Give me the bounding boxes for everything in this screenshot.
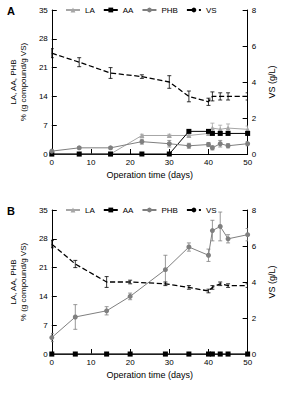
svg-text:Operation time (days): Operation time (days) [106, 170, 193, 180]
svg-text:20: 20 [126, 158, 135, 167]
svg-text:0: 0 [50, 358, 55, 367]
svg-text:40: 40 [204, 158, 213, 167]
svg-text:VS (g/L): VS (g/L) [267, 65, 277, 98]
svg-text:21: 21 [39, 263, 48, 272]
svg-text:35: 35 [39, 6, 48, 15]
svg-text:VS: VS [206, 6, 217, 15]
svg-text:6: 6 [252, 42, 257, 51]
svg-text:28: 28 [39, 234, 48, 243]
svg-text:B: B [7, 205, 15, 217]
svg-text:14: 14 [39, 92, 48, 101]
svg-text:VS: VS [206, 206, 217, 215]
svg-text:7: 7 [43, 321, 48, 330]
svg-text:14: 14 [39, 292, 48, 301]
svg-text:0: 0 [252, 350, 257, 359]
svg-text:10: 10 [87, 358, 96, 367]
svg-text:0: 0 [252, 150, 257, 159]
svg-text:AA: AA [123, 6, 134, 15]
svg-text:VS (g/L): VS (g/L) [267, 265, 277, 298]
svg-text:0: 0 [43, 350, 48, 359]
svg-text:20: 20 [126, 358, 135, 367]
svg-text:10: 10 [87, 158, 96, 167]
svg-text:6: 6 [252, 242, 257, 251]
svg-text:A: A [7, 5, 15, 17]
svg-text:35: 35 [39, 206, 48, 215]
svg-text:2: 2 [252, 314, 257, 323]
svg-text:7: 7 [43, 121, 48, 130]
svg-text:PHB: PHB [161, 206, 177, 215]
svg-text:Operation time (days): Operation time (days) [106, 370, 193, 380]
svg-text:28: 28 [39, 34, 48, 43]
svg-text:8: 8 [252, 6, 257, 15]
svg-text:50: 50 [243, 158, 252, 167]
svg-text:LA, AA, PHB: LA, AA, PHB [9, 259, 18, 304]
svg-text:LA: LA [85, 6, 95, 15]
svg-text:4: 4 [252, 278, 257, 287]
svg-text:% (g compound/g VS): % (g compound/g VS) [19, 243, 28, 322]
svg-text:30: 30 [165, 358, 174, 367]
svg-text:% (g compound/g VS): % (g compound/g VS) [19, 43, 28, 122]
svg-text:2: 2 [252, 114, 257, 123]
svg-text:0: 0 [43, 150, 48, 159]
svg-text:LA: LA [85, 206, 95, 215]
svg-text:30: 30 [165, 158, 174, 167]
svg-text:50: 50 [243, 358, 252, 367]
svg-text:AA: AA [123, 206, 134, 215]
svg-text:21: 21 [39, 63, 48, 72]
svg-text:40: 40 [204, 358, 213, 367]
svg-text:4: 4 [252, 78, 257, 87]
svg-text:PHB: PHB [161, 6, 177, 15]
svg-text:8: 8 [252, 206, 257, 215]
svg-text:LA, AA, PHB: LA, AA, PHB [9, 59, 18, 104]
svg-text:0: 0 [50, 158, 55, 167]
